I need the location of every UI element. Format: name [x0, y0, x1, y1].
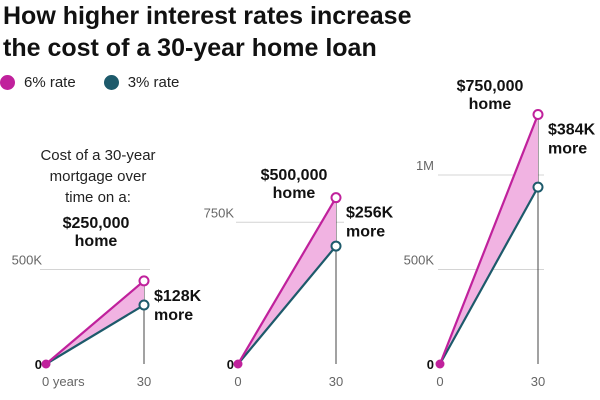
intro-line-2: mortgage over — [50, 168, 147, 185]
panel2-home-label-line-1: $500,000 — [261, 167, 328, 184]
panel1-home-label-line-2: home — [75, 233, 118, 250]
legend-label-6pct: 6% rate — [24, 73, 76, 91]
panel3-series-6pct-line — [438, 114, 540, 365]
legend-item-6pct: 6% rate — [0, 74, 76, 91]
panel2-start-point — [233, 359, 243, 369]
chart-title: How higher interest rates increase the c… — [3, 0, 593, 64]
panel1-x-tick-1: 30 — [137, 374, 151, 389]
panel3-start-point — [435, 359, 445, 369]
panel2-diff-label-line-1: $256K — [346, 205, 394, 222]
panel1-series-3pct-line — [45, 304, 145, 365]
panel3-diff-label-line-1: $384K — [548, 122, 596, 139]
panel3-diff-label-line-2: more — [548, 141, 587, 158]
panel1-y-tick-1: 500K — [12, 253, 43, 268]
legend-swatch-3pct — [103, 74, 119, 90]
panel2-diff-label-line-2: more — [346, 224, 385, 241]
legend-swatch-6pct — [0, 74, 15, 90]
panel3-x-tick-0: 0 — [436, 374, 443, 389]
panel2-end-point-3pct — [330, 240, 342, 252]
panel1-start-point — [41, 359, 51, 369]
panel3-end-point-6pct — [532, 109, 544, 121]
intro-line-1: Cost of a 30-year — [40, 147, 155, 164]
panel1-end-point-6pct — [138, 275, 150, 287]
panel3-y-tick-1: 500K — [404, 253, 435, 268]
panel1-x-tick-0: 0 years — [42, 374, 85, 389]
panel2-y-tick-0: 0 — [227, 357, 234, 372]
panel1-series-6pct-line — [45, 280, 145, 365]
panel1-diff-label-line-2: more — [154, 307, 193, 324]
panel3-y-tick-0: 0 — [427, 357, 434, 372]
panel2-series-3pct-line — [237, 245, 337, 365]
chart-title-line-1: How higher interest rates increase — [3, 2, 412, 30]
legend-item-3pct: 3% rate — [103, 73, 180, 91]
panel1-end-point-3pct — [138, 299, 150, 311]
panel3-home-label-line-2: home — [469, 96, 512, 113]
panel2-home-label-line-2: home — [273, 185, 316, 202]
panel3-y-tick-2: 1M — [416, 158, 434, 173]
panel1-home-label-line-1: $250,000 — [63, 215, 130, 232]
intro-line-3: time on a: — [65, 189, 131, 206]
panel1-y-tick-0: 0 — [35, 357, 42, 372]
panel2-x-tick-0: 0 — [234, 374, 241, 389]
panel3-series-3pct-line — [439, 186, 539, 365]
panel3-home-label-line-1: $750,000 — [457, 78, 524, 95]
panel2-x-tick-1: 30 — [329, 374, 343, 389]
chart-title-line-2: the cost of a 30-year home loan — [3, 34, 377, 62]
panel3-x-tick-1: 30 — [531, 374, 545, 389]
panel2-y-tick-1: 750K — [204, 205, 235, 220]
panel2-end-point-6pct — [330, 192, 342, 204]
panel3-end-point-3pct — [532, 181, 544, 193]
legend-label-3pct: 3% rate — [127, 73, 180, 91]
panel1-diff-label-line-1: $128K — [154, 288, 202, 305]
panel2-series-6pct-line — [237, 197, 337, 365]
legend: 6% rate 3% rate — [0, 72, 207, 92]
